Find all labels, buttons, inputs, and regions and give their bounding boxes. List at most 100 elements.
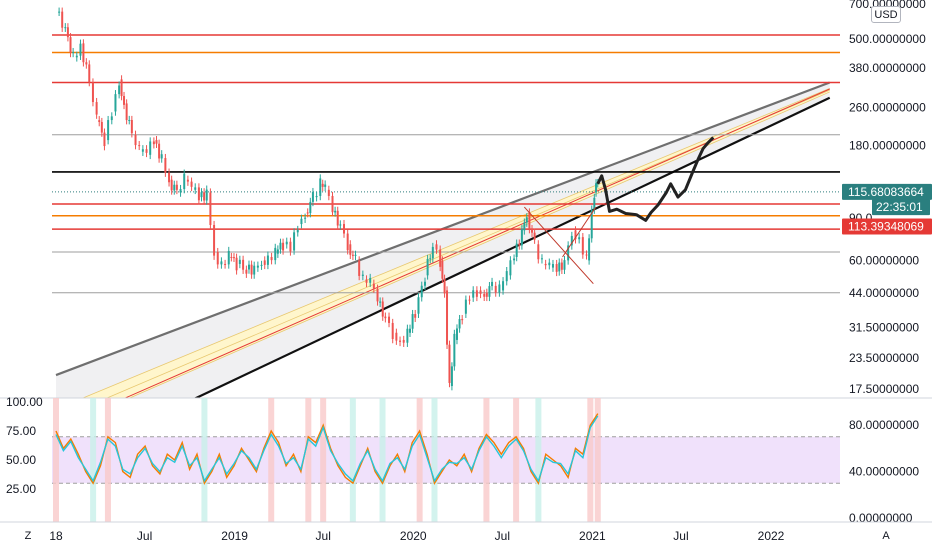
zoom-button[interactable]: Z [24,530,32,542]
candle-body [220,261,223,265]
candle-body [110,116,113,121]
candle-body [260,264,263,266]
candle-body [69,37,72,53]
candle-body [379,301,382,303]
candle-body [224,263,227,265]
candle-body [435,244,438,250]
candle-body [455,328,458,340]
candle-body [282,242,285,251]
time-axis[interactable]: 18 Jul 2019 Jul 2020 Jul 2021 Jul 2022 [0,521,932,543]
candle-body [408,328,411,333]
time-tick-label: Jul [673,529,688,543]
candle-body [309,201,312,214]
candle-body [391,322,394,340]
candle-body [274,247,277,261]
candle-body [213,225,216,256]
candle-body [230,256,233,258]
candle-body [472,290,475,298]
candle-body [334,210,337,213]
channel-clip [55,81,831,398]
signal-column [305,398,312,522]
candle-body [369,277,372,283]
time-tick-label: Jul [137,529,152,543]
price-tick-label: 500.00000000 [849,32,926,46]
time-tick-label: 2020 [400,529,427,543]
indicator-left-tick: 50.00 [6,453,36,467]
price-tick-label: 17.50000000 [849,382,919,396]
candle-body [513,258,516,261]
indicator-line-1 [55,415,599,483]
candle-body [426,258,429,276]
price-tick-label: 31.50000000 [849,321,919,335]
horizontal-levels [52,34,840,294]
candle-body [488,286,491,297]
signal-column [431,398,438,522]
candle-body [130,119,133,134]
candle-body [331,195,334,213]
candle-body [91,82,94,103]
candle-body [448,344,451,383]
candle-body [194,187,197,190]
candle-body [155,140,158,144]
candle-body [270,256,273,261]
candle-body [560,262,563,270]
time-tick-label: 18 [49,529,63,543]
currency-badge[interactable]: USD [871,6,901,23]
candle-body [388,316,391,323]
time-tick-label: 2022 [758,529,785,543]
candle-body [590,209,593,239]
candle-body [173,184,176,191]
candle-body [95,102,98,115]
candle-body [72,52,75,54]
candle-body [64,27,67,29]
candle-body [242,259,245,270]
candle-body [118,85,121,95]
indicator-right-tick: 40.00000000 [849,465,919,479]
candle-body [346,233,349,251]
candle-body [82,43,85,63]
candle-body [296,229,299,233]
candle-body [164,158,167,173]
candle-body [61,11,64,28]
candle-body [475,290,478,297]
cross-line-0 [523,206,594,285]
candle-body [88,64,91,83]
candle-body [114,94,117,112]
annotations [523,206,597,285]
candle-body [263,260,266,265]
price-tick-label: 44.00000000 [849,286,919,300]
candle-body [141,149,144,152]
candle-body [518,243,521,246]
candle-body [358,260,361,276]
candle-body [311,192,314,202]
candle-body [238,259,241,264]
candle-body [483,293,486,297]
candle-body [168,172,171,183]
candle-body [349,244,352,255]
signal-column [594,398,601,522]
cross-line-1 [562,206,597,258]
candle-body [304,217,307,219]
signal-column [320,398,327,522]
signal-column [104,398,111,522]
candle-body [134,134,137,146]
price-tag-bg [842,183,932,200]
indicator-left-tick: 25.00 [6,482,36,496]
auto-scale-button[interactable]: A [882,530,890,542]
candle-body [300,218,303,225]
candle-body [376,288,379,302]
candle-body [232,257,235,259]
price-candles [58,7,599,391]
time-tick-label: 2021 [579,529,606,543]
candle-body [365,279,368,283]
candle-body [468,299,471,301]
candle-body [85,62,88,65]
candle-body [107,120,110,141]
candle-body [152,141,155,145]
indicator-right-tick: 80.00000000 [849,418,919,432]
candle-body [175,184,178,190]
price-axis[interactable]: 700.00000000 500.00000000 380.00000000 260.… [840,0,932,522]
